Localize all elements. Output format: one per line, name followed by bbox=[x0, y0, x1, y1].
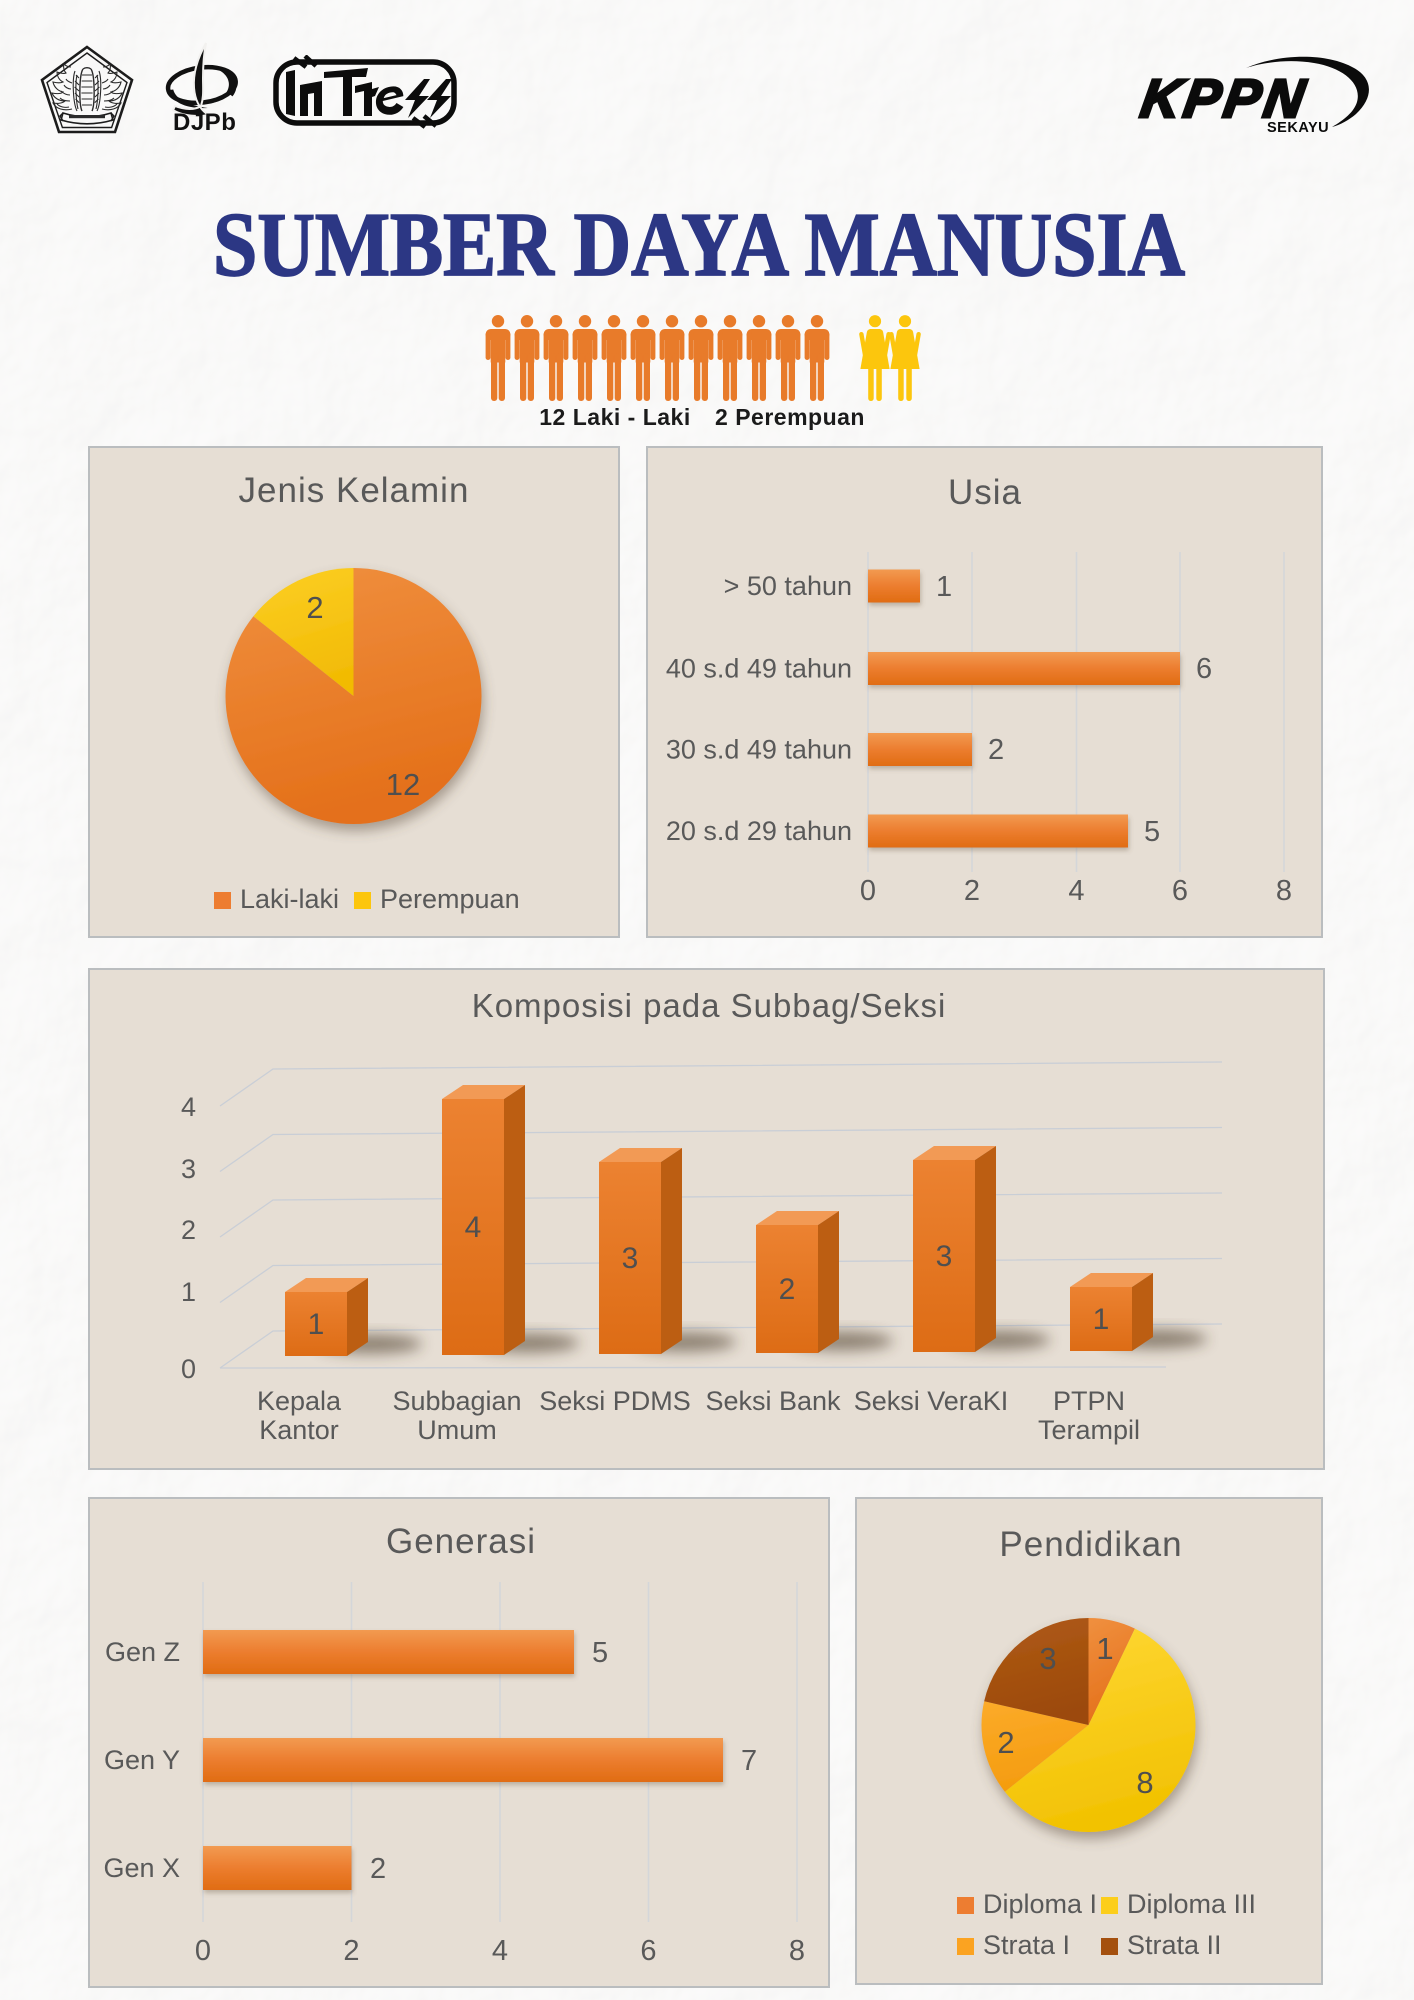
svg-text:> 50 tahun: > 50 tahun bbox=[724, 571, 852, 601]
svg-text:5: 5 bbox=[1144, 816, 1160, 848]
svg-text:4: 4 bbox=[1068, 875, 1084, 907]
svg-text:Kepala: Kepala bbox=[257, 1386, 342, 1416]
svg-text:20 s.d 29 tahun: 20 s.d 29 tahun bbox=[666, 816, 852, 846]
svg-text:8: 8 bbox=[1136, 1765, 1153, 1800]
svg-text:2: 2 bbox=[306, 590, 323, 625]
svg-text:1: 1 bbox=[181, 1277, 196, 1307]
svg-text:0: 0 bbox=[860, 875, 876, 907]
svg-text:SEKAYU: SEKAYU bbox=[1267, 120, 1329, 136]
svg-text:12 Laki - Laki: 12 Laki - Laki bbox=[539, 404, 690, 430]
svg-text:0: 0 bbox=[195, 1935, 211, 1967]
svg-text:Gen Y: Gen Y bbox=[104, 1745, 180, 1775]
svg-text:1: 1 bbox=[308, 1308, 325, 1341]
svg-text:Seksi VeraKI: Seksi VeraKI bbox=[854, 1386, 1009, 1416]
svg-text:2: 2 bbox=[181, 1215, 196, 1245]
svg-text:Generasi: Generasi bbox=[386, 1522, 536, 1561]
svg-text:3: 3 bbox=[1039, 1641, 1056, 1676]
svg-text:Strata I: Strata I bbox=[983, 1930, 1070, 1960]
svg-text:5: 5 bbox=[592, 1637, 608, 1669]
svg-text:0: 0 bbox=[181, 1354, 196, 1384]
svg-text:4: 4 bbox=[492, 1935, 508, 1967]
svg-text:8: 8 bbox=[1276, 875, 1292, 907]
svg-text:2: 2 bbox=[997, 1725, 1014, 1760]
svg-text:Seksi Bank: Seksi Bank bbox=[705, 1386, 841, 1416]
svg-text:2 Perempuan: 2 Perempuan bbox=[715, 404, 865, 430]
svg-text:Strata II: Strata II bbox=[1127, 1930, 1222, 1960]
svg-text:Usia: Usia bbox=[948, 473, 1022, 512]
svg-text:2: 2 bbox=[370, 1853, 386, 1885]
svg-text:8: 8 bbox=[789, 1935, 805, 1967]
svg-text:1: 1 bbox=[1093, 1303, 1110, 1336]
svg-text:1: 1 bbox=[936, 571, 952, 603]
svg-text:KPPN: KPPN bbox=[1137, 68, 1313, 129]
svg-text:4: 4 bbox=[465, 1211, 482, 1244]
svg-text:6: 6 bbox=[640, 1935, 656, 1967]
svg-text:7: 7 bbox=[741, 1745, 757, 1777]
svg-text:Laki-laki: Laki-laki bbox=[240, 884, 339, 914]
svg-text:Perempuan: Perempuan bbox=[380, 884, 520, 914]
svg-text:PTPN: PTPN bbox=[1053, 1386, 1125, 1416]
svg-text:6: 6 bbox=[1172, 875, 1188, 907]
svg-text:Diploma I: Diploma I bbox=[983, 1889, 1097, 1919]
svg-text:2: 2 bbox=[343, 1935, 359, 1967]
svg-text:3: 3 bbox=[936, 1240, 953, 1273]
svg-text:12: 12 bbox=[386, 767, 420, 802]
svg-text:40 s.d 49 tahun: 40 s.d 49 tahun bbox=[666, 654, 852, 684]
svg-text:DJPb: DJPb bbox=[173, 109, 236, 132]
svg-text:6: 6 bbox=[1196, 653, 1212, 685]
svg-text:4: 4 bbox=[181, 1092, 196, 1122]
svg-text:Kantor: Kantor bbox=[259, 1415, 339, 1445]
svg-text:Pendidikan: Pendidikan bbox=[999, 1525, 1182, 1564]
svg-text:Subbagian: Subbagian bbox=[392, 1386, 521, 1416]
svg-text:30 s.d 49 tahun: 30 s.d 49 tahun bbox=[666, 735, 852, 765]
svg-text:2: 2 bbox=[988, 734, 1004, 766]
svg-text:2: 2 bbox=[964, 875, 980, 907]
svg-text:3: 3 bbox=[622, 1242, 639, 1275]
svg-text:2: 2 bbox=[779, 1273, 796, 1306]
svg-text:Gen X: Gen X bbox=[103, 1853, 180, 1883]
svg-text:Jenis Kelamin: Jenis Kelamin bbox=[239, 471, 470, 510]
svg-text:3: 3 bbox=[181, 1154, 196, 1184]
svg-text:Umum: Umum bbox=[417, 1415, 497, 1445]
svg-text:Komposisi pada Subbag/Seksi: Komposisi pada Subbag/Seksi bbox=[472, 987, 947, 1024]
svg-text:Gen Z: Gen Z bbox=[105, 1637, 180, 1667]
svg-text:Seksi PDMS: Seksi PDMS bbox=[539, 1386, 691, 1416]
svg-text:1: 1 bbox=[1096, 1631, 1113, 1666]
svg-text:Diploma III: Diploma III bbox=[1127, 1889, 1256, 1919]
svg-text:Terampil: Terampil bbox=[1038, 1415, 1140, 1445]
